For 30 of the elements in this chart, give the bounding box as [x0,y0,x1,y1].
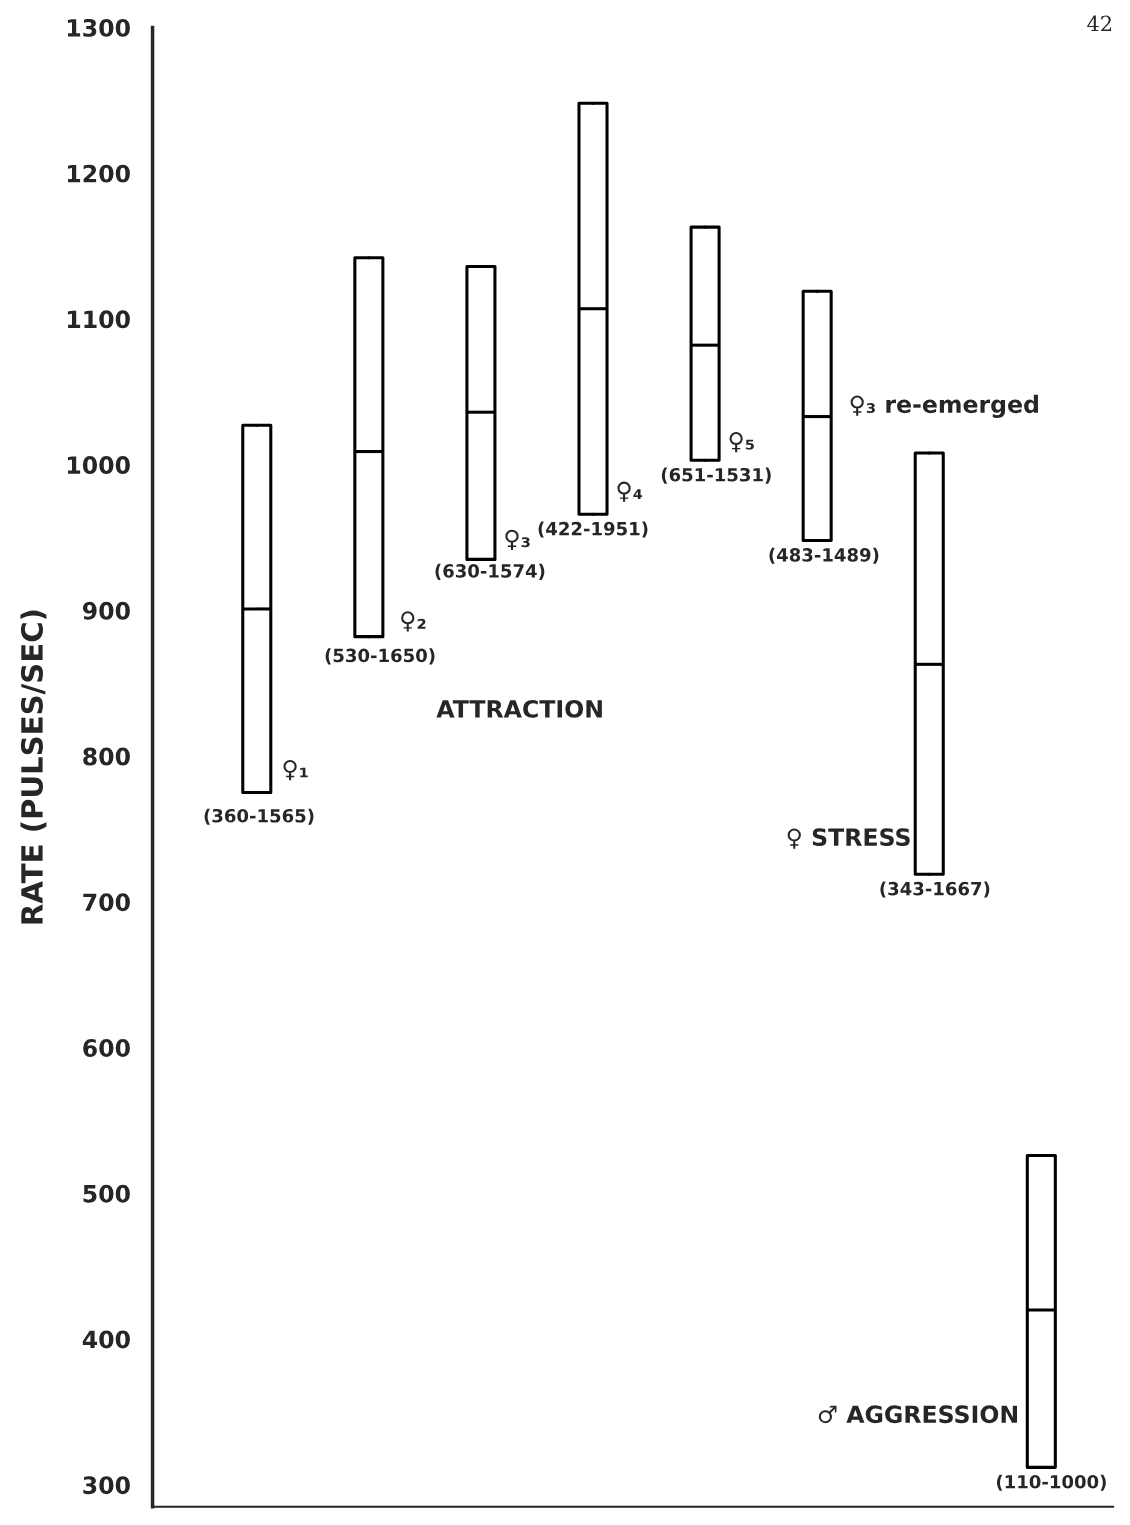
annotation: ♀₃ [505,529,530,550]
annotation: ♀₂ [401,611,426,632]
y-tick-label: 900 [82,601,130,620]
y-tick-label: 300 [83,1476,130,1495]
annotation: (360-1565) [204,808,314,825]
y-tick-label: 1300 [67,18,130,37]
annotation: (110-1000) [996,1474,1106,1491]
annotation: 42 [1087,15,1112,32]
annotation: ATTRACTION [436,699,602,718]
annotation: ♀₁ [283,759,308,781]
annotation: (530-1650) [325,648,435,665]
y-tick-label: 500 [83,1184,130,1203]
annotation: ♀₄ [617,481,643,502]
y-tick-label: 700 [83,893,130,912]
annotation: (422-1951) [538,521,648,538]
annotation: ♀ STRESS [787,828,910,849]
y-tick-label: 1000 [67,456,130,474]
y-tick-label: 1100 [67,310,130,329]
annotation: (483-1489) [769,547,879,564]
annotation: ♀₃ re-emerged [850,394,1038,418]
annotation: ♂ AGGRESSION [818,1405,1018,1424]
annotation: ♀₅ [729,432,754,453]
annotation: (630-1574) [435,563,545,580]
annotation: (651-1531) [661,467,771,484]
y-tick-label: 800 [83,747,130,766]
y-tick-label: 600 [83,1039,130,1057]
annotation: (343-1667) [880,881,990,898]
y-tick-label: 1200 [67,164,130,183]
y-axis-title: RATE (PULSES/SEC) [20,610,47,924]
y-tick-label: 400 [82,1330,130,1349]
